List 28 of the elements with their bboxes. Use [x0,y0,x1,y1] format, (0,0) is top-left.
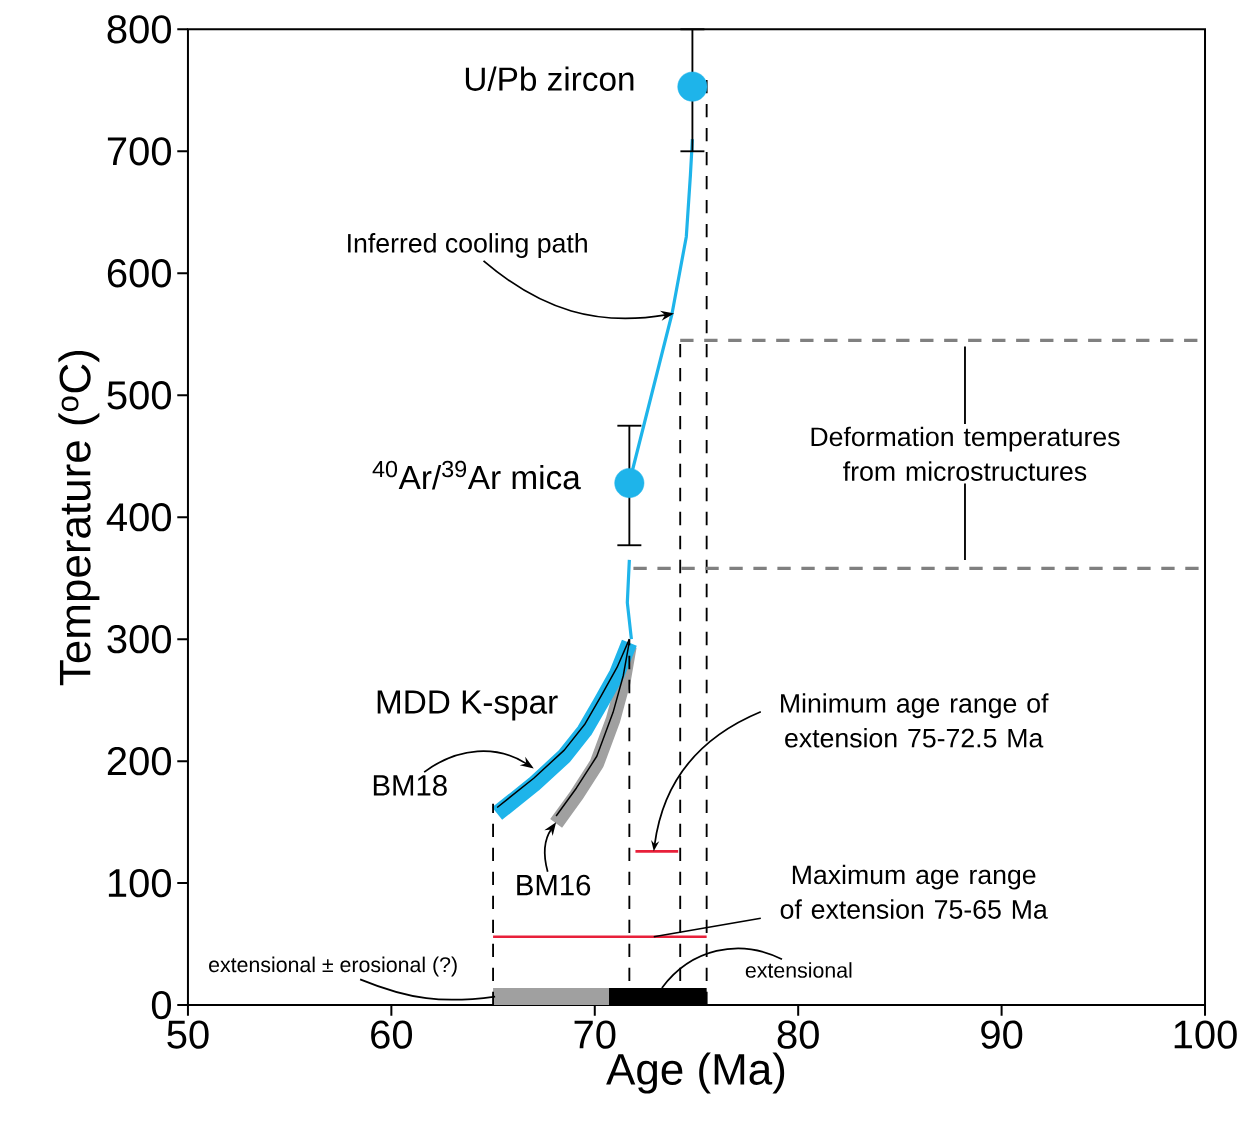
annotation: extensional ± erosional (?) [209,956,457,977]
annotation: BM16 [517,874,591,896]
annotation: extensional [745,962,852,978]
annotation: $^{40}$Ar/$^{39}$Ar mica [372,460,581,490]
annotation: Inferred cooling path [348,232,587,258]
y-tick-label: 0 [151,990,172,1020]
y-tick-label: 400 [106,502,171,532]
x-tick-label: 80 [777,1020,819,1049]
x-tick-label: 90 [981,1020,1023,1049]
y-tick-label: 300 [107,624,171,654]
y-tick-label: 200 [107,746,171,776]
x-tick-label: 70 [574,1020,616,1049]
y-tick-label: 500 [107,380,171,410]
x-tick-label: 100 [1174,1020,1237,1049]
y-axis-title: Temperature ($^{o}$C) [58,350,100,686]
annotation: Maximum age range of extension 75-65 Ma [780,864,1048,919]
y-tick-label: 600 [107,258,171,288]
x-tick-label: 50 [167,1020,209,1049]
annotation: Minimum age range of extension 75-72.5 Ma [781,693,1049,748]
y-tick-label: 100 [108,868,171,898]
annotation: Deformation temperatures from microstructures [811,426,1120,481]
y-tick-label: 700 [107,136,171,166]
x-tick-label: 60 [371,1020,413,1049]
annotation: U/Pb zircon [465,66,634,91]
x-axis-title: Age (Ma) [606,1052,785,1094]
annotation: MDD K-spar [377,690,558,721]
annotation: BM18 [373,774,447,796]
y-tick-label: 800 [107,14,171,44]
